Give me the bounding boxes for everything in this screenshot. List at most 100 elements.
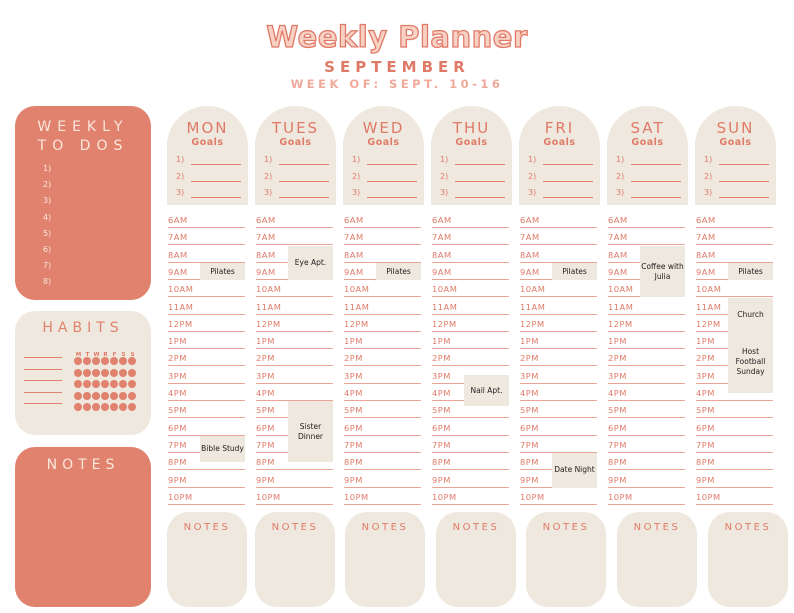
time-slot[interactable]: 4PM	[256, 386, 334, 401]
todo-item[interactable]: 3)	[43, 196, 52, 206]
event-block[interactable]: Coffee with Julia	[640, 245, 685, 298]
time-slot[interactable]: 7PM	[432, 438, 510, 453]
time-slot[interactable]: 2PM	[608, 351, 686, 367]
habit-dot[interactable]	[110, 380, 118, 388]
time-slot[interactable]: 8AM	[344, 248, 422, 263]
time-slot[interactable]: 1PM	[520, 334, 598, 350]
time-slot[interactable]: 8AM	[168, 248, 246, 263]
goal-line[interactable]: 1)	[704, 155, 769, 165]
habit-dot[interactable]	[92, 403, 100, 411]
time-slot[interactable]: 9PM	[168, 473, 246, 488]
time-slot[interactable]: 7AM	[696, 230, 774, 246]
event-block[interactable]: Host Football Sunday	[728, 332, 773, 393]
time-slot[interactable]: 12PM	[608, 317, 686, 332]
goal-line[interactable]: 3)	[528, 188, 593, 198]
time-slot[interactable]: 7PM	[696, 438, 774, 453]
goal-line[interactable]: 3)	[616, 188, 681, 198]
habit-dot[interactable]	[119, 403, 127, 411]
goal-line[interactable]: 3)	[352, 188, 417, 198]
habit-dot[interactable]	[74, 391, 82, 400]
habit-dot[interactable]	[92, 357, 100, 365]
time-slot[interactable]: 10AM	[696, 282, 774, 298]
time-slot[interactable]: 10PM	[256, 490, 334, 505]
habit-name-line[interactable]	[24, 368, 62, 370]
time-slot[interactable]: 5PM	[344, 403, 422, 419]
time-slot[interactable]: 3PM	[520, 369, 598, 384]
time-slot[interactable]: 4PM	[608, 386, 686, 401]
time-slot[interactable]: 5PM	[608, 403, 686, 419]
time-slot[interactable]: 2PM	[432, 351, 510, 367]
time-slot[interactable]: 2PM	[256, 351, 334, 367]
time-slot[interactable]: 1PM	[432, 334, 510, 350]
notes-panel[interactable]: NOTES	[15, 447, 151, 607]
event-block[interactable]: Bible Study	[200, 435, 245, 462]
event-block[interactable]: Pilates	[552, 262, 597, 281]
time-slot[interactable]: 7PM	[608, 438, 686, 453]
habit-dot[interactable]	[83, 368, 91, 377]
time-slot[interactable]: 9PM	[344, 473, 422, 488]
time-slot[interactable]: 8AM	[432, 248, 510, 263]
habit-dot[interactable]	[83, 391, 91, 400]
time-slot[interactable]: 3PM	[256, 369, 334, 384]
habit-dot[interactable]	[128, 357, 136, 365]
time-slot[interactable]: 11AM	[608, 300, 686, 315]
time-slot[interactable]: 8PM	[168, 455, 246, 471]
time-slot[interactable]: 9AM	[432, 265, 510, 280]
goal-line[interactable]: 1)	[176, 155, 241, 165]
time-slot[interactable]: 2PM	[168, 351, 246, 367]
goal-line[interactable]: 1)	[616, 155, 681, 165]
habit-dot[interactable]	[92, 391, 100, 400]
time-slot[interactable]: 6PM	[520, 421, 598, 436]
habit-dot[interactable]	[110, 391, 118, 400]
time-slot[interactable]: 8PM	[432, 455, 510, 471]
time-slot[interactable]: 2PM	[520, 351, 598, 367]
time-slot[interactable]: 12PM	[256, 317, 334, 332]
goal-line[interactable]: 1)	[440, 155, 505, 165]
time-slot[interactable]: 7PM	[520, 438, 598, 453]
time-slot[interactable]: 7AM	[344, 230, 422, 246]
goal-line[interactable]: 2)	[616, 172, 681, 182]
time-slot[interactable]: 1PM	[168, 334, 246, 350]
time-slot[interactable]: 10PM	[432, 490, 510, 505]
habit-dot[interactable]	[119, 380, 127, 388]
day-notes-box[interactable]: NOTES	[167, 512, 247, 607]
time-slot[interactable]: 1PM	[608, 334, 686, 350]
habit-dot[interactable]	[101, 380, 109, 388]
time-slot[interactable]: 7AM	[168, 230, 246, 246]
time-slot[interactable]: 7AM	[520, 230, 598, 246]
event-block[interactable]: Date Night	[552, 453, 597, 488]
time-slot[interactable]: 3PM	[168, 369, 246, 384]
goal-line[interactable]: 2)	[264, 172, 329, 182]
time-slot[interactable]: 3PM	[608, 369, 686, 384]
habit-dot[interactable]	[119, 391, 127, 400]
goal-line[interactable]: 3)	[440, 188, 505, 198]
habit-dot[interactable]	[128, 380, 136, 388]
event-block[interactable]: Nail Apt.	[464, 375, 509, 407]
time-slot[interactable]: 7AM	[256, 230, 334, 246]
time-slot[interactable]: 12PM	[168, 317, 246, 332]
todo-item[interactable]: 1)	[43, 164, 52, 173]
time-slot[interactable]: 6AM	[256, 213, 334, 228]
time-slot[interactable]: 6AM	[168, 213, 246, 228]
day-notes-box[interactable]: NOTES	[345, 512, 425, 607]
habit-dot[interactable]	[128, 368, 136, 377]
time-slot[interactable]: 6AM	[432, 213, 510, 228]
time-slot[interactable]: 9PM	[696, 473, 774, 488]
goal-line[interactable]: 2)	[176, 172, 241, 182]
todo-item[interactable]: 6)	[43, 244, 52, 254]
habit-dot[interactable]	[83, 403, 91, 411]
habit-dot[interactable]	[83, 357, 91, 365]
habit-dot[interactable]	[119, 368, 127, 377]
time-slot[interactable]: 10PM	[168, 490, 246, 505]
time-slot[interactable]: 6PM	[696, 421, 774, 436]
habit-dot[interactable]	[74, 380, 82, 388]
goal-line[interactable]: 2)	[704, 172, 769, 182]
time-slot[interactable]: 12PM	[520, 317, 598, 332]
habit-dot[interactable]	[101, 391, 109, 400]
time-slot[interactable]: 8AM	[520, 248, 598, 263]
goal-line[interactable]: 1)	[352, 155, 417, 165]
day-notes-box[interactable]: NOTES	[255, 512, 335, 607]
time-slot[interactable]: 6AM	[608, 213, 686, 228]
time-slot[interactable]: 10AM	[168, 282, 246, 298]
time-slot[interactable]: 10AM	[256, 282, 334, 298]
